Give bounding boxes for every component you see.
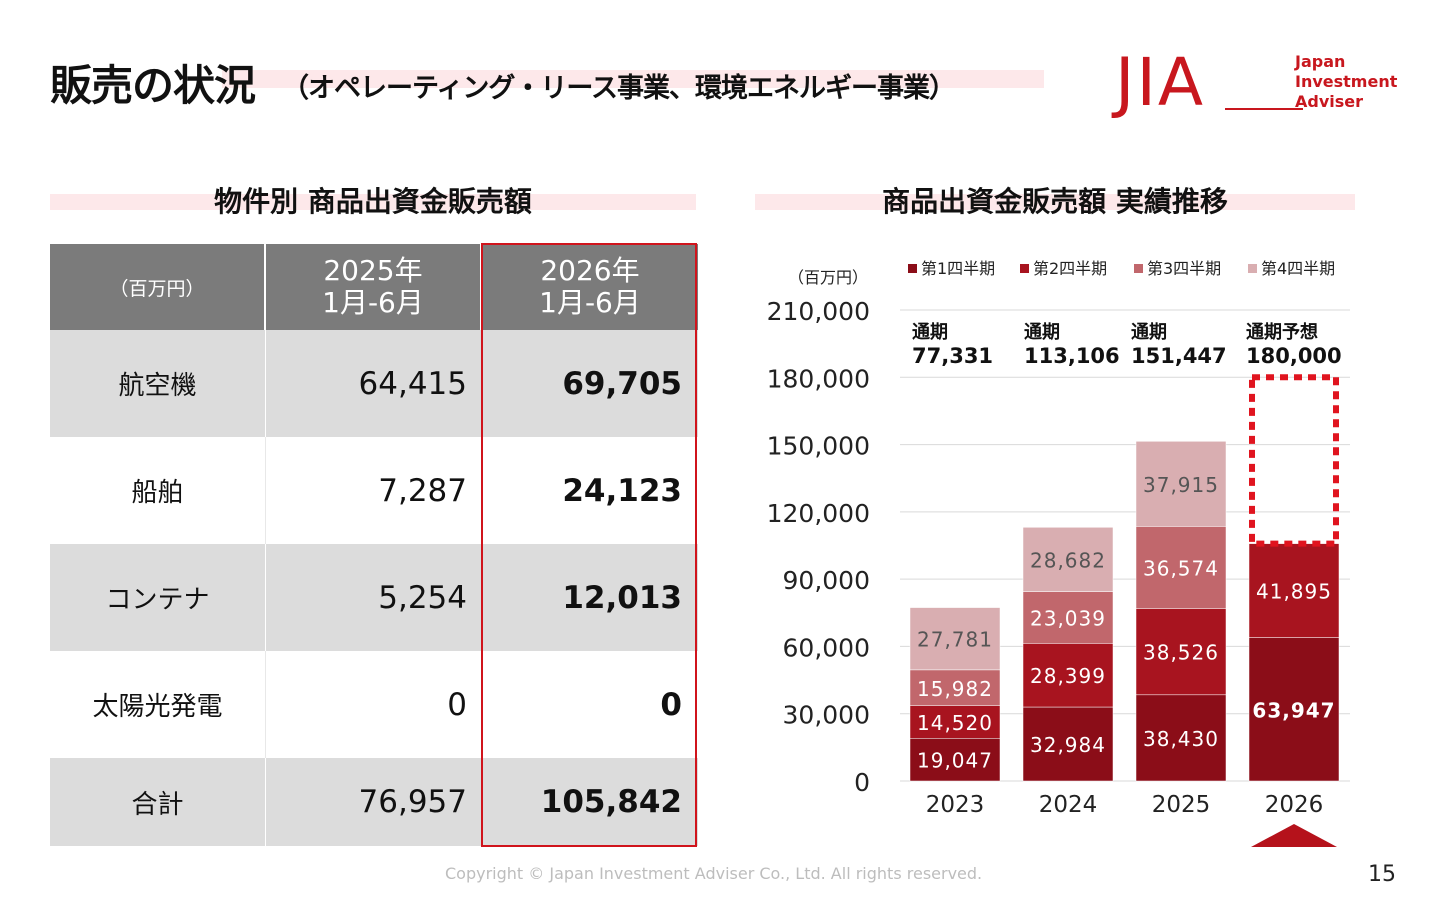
copyright: Copyright © Japan Investment Adviser Co.… [445, 864, 983, 883]
x-tick-label: 2023 [926, 792, 985, 818]
table-header-row: （百万円） 2025年 1月-6月 2026年 1月-6月 [50, 244, 698, 330]
y-tick-label: 90,000 [783, 566, 870, 595]
x-tick-label: 2024 [1039, 792, 1098, 818]
row-label: 太陽光発電 [50, 651, 266, 758]
y-tick-label: 60,000 [783, 633, 870, 662]
bar-segment [1248, 637, 1340, 782]
value-2026: 105,842 [540, 784, 682, 820]
table-row: 太陽光発電 0 0 [50, 651, 698, 758]
y-tick-label: 120,000 [767, 499, 870, 528]
data-label: 23,039 [1030, 606, 1106, 630]
bar-segment [1022, 591, 1114, 644]
y-axis-unit: （百万円） [788, 268, 868, 287]
title-highlight [222, 70, 1044, 88]
highlight-triangle [1251, 824, 1337, 847]
y-tick-label: 30,000 [783, 701, 870, 730]
data-label: 38,526 [1143, 641, 1219, 665]
jia-logo: JIA Japan Investment Adviser [1115, 48, 1405, 128]
header-2025-year: 2025年 [323, 254, 423, 287]
legend-entry: 第2四半期 [1033, 259, 1107, 278]
row-label: コンテナ [50, 544, 266, 651]
annotation-label: 通期予想 [1246, 321, 1318, 343]
bar-segment [1248, 543, 1340, 638]
bar-segment [909, 607, 1001, 671]
logo-underline [1225, 108, 1303, 110]
data-label: 37,915 [1143, 473, 1219, 497]
logo-wordmark: Japan Investment Adviser [1295, 52, 1397, 112]
forecast-dotted-box [1249, 374, 1339, 547]
annotation-value: 113,106 [1024, 344, 1120, 368]
page-title: 販売の状況 [50, 61, 256, 110]
legend-swatch [908, 264, 917, 273]
data-label: 41,895 [1256, 580, 1332, 604]
data-label: 32,984 [1030, 733, 1106, 757]
bar-segment [1022, 527, 1114, 592]
bar-segment [909, 738, 1001, 782]
annotation-label: 通期 [1024, 322, 1060, 343]
table-section-title: 物件別 商品出資金販売額 [214, 185, 532, 218]
header-2026: 2026年 1月-6月 [482, 244, 698, 330]
page-subtitle: （オペレーティング・リース事業、環境エネルギー事業） [282, 73, 956, 104]
annotation-value: 151,447 [1131, 344, 1227, 368]
y-tick-label: 210,000 [767, 297, 870, 326]
legend-entry: 第1四半期 [921, 259, 995, 278]
chart-section-title: 商品出資金販売額 実績推移 [882, 185, 1228, 218]
value-2026: 24,123 [562, 472, 682, 509]
bar-segment [1135, 608, 1227, 696]
data-label: 19,047 [917, 749, 993, 773]
legend-swatch [1020, 264, 1029, 273]
annotation-value: 180,000 [1246, 344, 1342, 368]
row-label: 船舶 [50, 437, 266, 544]
data-label: 28,682 [1030, 548, 1106, 572]
bar-segment [1135, 694, 1227, 782]
value-2025: 76,957 [266, 758, 482, 846]
logo-line-1: Japan [1295, 52, 1346, 71]
bar-segment [1022, 643, 1114, 708]
legend-entry: 第3四半期 [1147, 259, 1221, 278]
header-2026-period: 1月-6月 [539, 286, 641, 319]
data-label: 14,520 [917, 711, 993, 735]
y-tick-label: 150,000 [767, 432, 870, 461]
legend-swatch [1248, 264, 1257, 273]
x-tick-label: 2025 [1152, 792, 1211, 818]
data-label: 38,430 [1143, 727, 1219, 751]
data-label: 27,781 [917, 628, 993, 652]
legend-entry: 第4四半期 [1261, 259, 1335, 278]
header-2025-period: 1月-6月 [322, 286, 424, 319]
annotation-label: 通期 [912, 322, 948, 343]
value-2026: 0 [660, 686, 682, 723]
row-label: 合計 [50, 758, 266, 846]
page-number: 15 [1368, 862, 1396, 887]
value-2026: 12,013 [562, 579, 682, 616]
table-row: 船舶 7,287 24,123 [50, 437, 698, 544]
bar-segment [1022, 706, 1114, 782]
table-title-highlight [50, 194, 696, 210]
logo-line-2: Investment [1295, 72, 1398, 91]
data-label: 15,982 [917, 677, 993, 701]
y-tick-label: 0 [854, 768, 870, 797]
data-label: 28,399 [1030, 664, 1106, 688]
bar-segment [1135, 526, 1227, 609]
bar-segment [909, 669, 1001, 706]
y-tick-label: 180,000 [767, 364, 870, 393]
column-2026-highlight [481, 243, 697, 847]
x-tick-label: 2026 [1265, 792, 1324, 818]
bar-segment [1135, 441, 1227, 527]
legend-swatch [1134, 264, 1143, 273]
bar-segment [909, 705, 1001, 739]
data-label: 36,574 [1143, 556, 1219, 580]
annotation-label: 通期 [1131, 322, 1167, 343]
logo-line-3: Adviser [1295, 92, 1364, 111]
table-row-total: 合計 76,957 105,842 [50, 758, 698, 846]
logo-mark: JIA [1115, 44, 1206, 121]
data-label: 63,947 [1252, 698, 1335, 722]
table-row: 航空機 64,415 69,705 [50, 330, 698, 437]
chart-title-highlight [755, 194, 1355, 210]
row-label: 航空機 [50, 330, 266, 437]
value-2026: 69,705 [562, 365, 682, 402]
unit-header: （百万円） [50, 244, 266, 330]
header-2026-year: 2026年 [540, 254, 640, 287]
annotation-value: 77,331 [912, 344, 993, 368]
